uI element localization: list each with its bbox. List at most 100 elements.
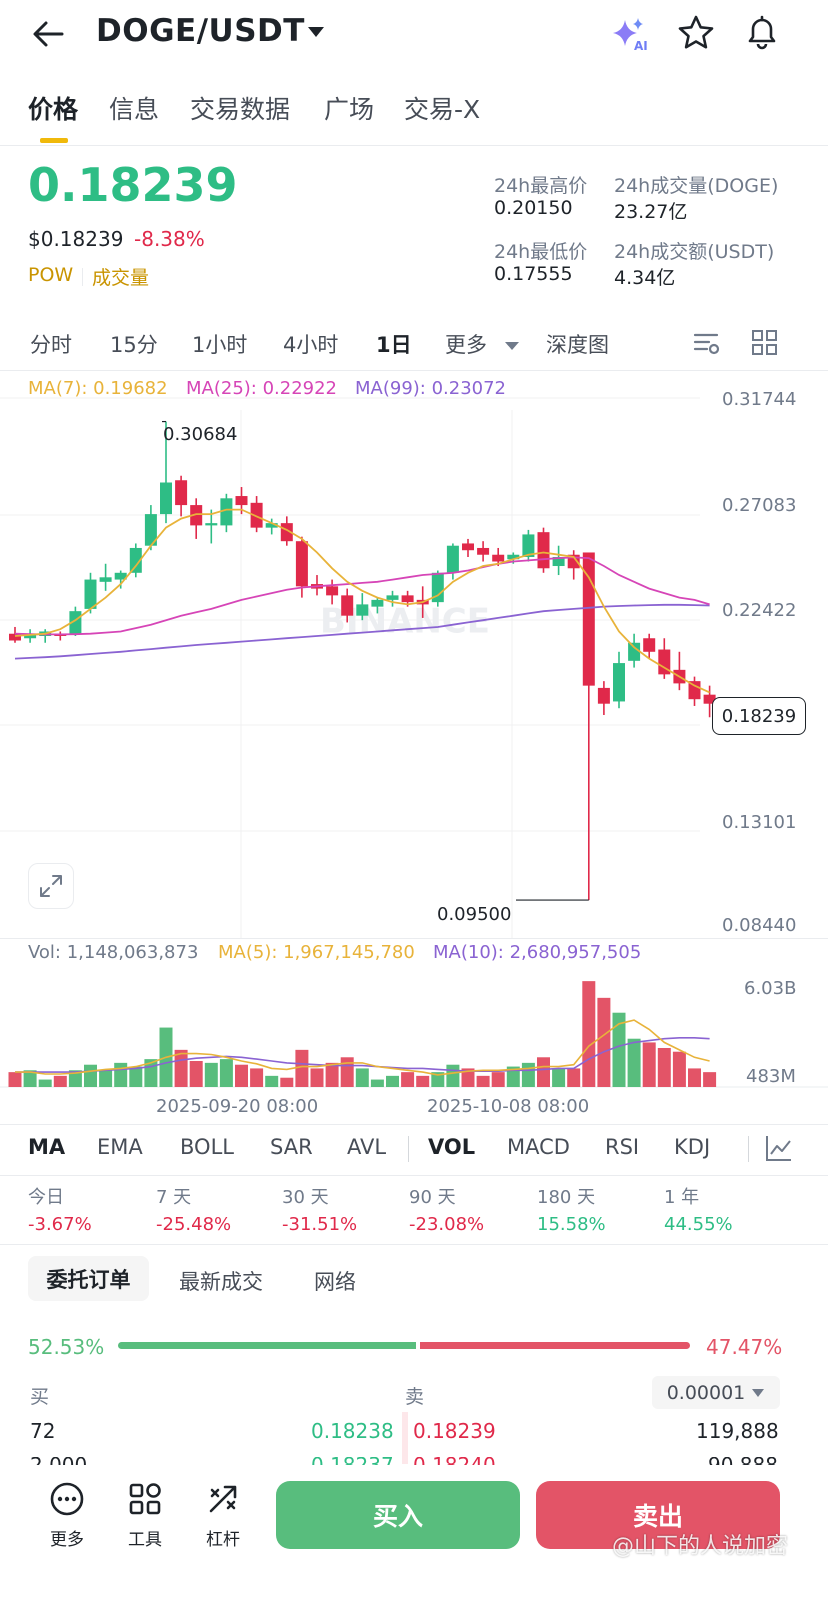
low-value: 0.17555 <box>494 263 573 285</box>
tag-volume[interactable]: 成交量 <box>92 267 150 289</box>
indicator-rsi[interactable]: RSI <box>605 1135 640 1159</box>
perf-value-1y: 44.55% <box>664 1214 733 1235</box>
back-icon[interactable] <box>28 14 68 54</box>
leverage-button[interactable]: 杠杆 <box>192 1481 254 1551</box>
volume-bar <box>416 1075 430 1087</box>
price-chart[interactable]: BINANCE <box>0 370 828 938</box>
low-marker-label: 0.09500 <box>437 904 512 925</box>
volume-bar <box>612 1012 626 1087</box>
interval-depth[interactable]: 深度图 <box>546 333 609 357</box>
interval-divider <box>0 370 828 371</box>
volume-bar <box>370 1079 384 1087</box>
indicator-separator <box>408 1136 409 1162</box>
candle-body <box>265 523 278 528</box>
buy-price[interactable]: 0.18238 <box>311 1419 394 1443</box>
sell-button[interactable]: 卖出 <box>536 1481 780 1549</box>
perf-label-1y: 1 年 <box>664 1187 700 1208</box>
tools-icon <box>129 1483 161 1515</box>
perf-label-90d: 90 天 <box>409 1187 456 1208</box>
pair-title[interactable]: DOGE/USDT <box>96 13 305 49</box>
interval-more[interactable]: 更多 <box>445 333 487 357</box>
candle-body <box>401 595 414 603</box>
perf-value-7d: -25.48% <box>156 1214 232 1235</box>
indicator-ma[interactable]: MA <box>28 1135 66 1159</box>
last-price: 0.18239 <box>28 158 238 212</box>
precision-select[interactable]: 0.00001 <box>652 1376 780 1409</box>
interval-1h[interactable]: 1小时 <box>192 333 248 357</box>
more-caret-icon[interactable] <box>504 337 520 356</box>
candle-body <box>160 482 172 515</box>
indicator-boll[interactable]: BOLL <box>180 1135 234 1159</box>
interval-1d[interactable]: 1日 <box>376 333 412 357</box>
sell-price[interactable]: 0.18239 <box>413 1419 496 1443</box>
amount-label: 24h成交额(USDT) <box>614 241 775 263</box>
tab-trade-x[interactable]: 交易-X <box>404 95 481 124</box>
perf-label-180d: 180 天 <box>537 1187 596 1208</box>
buy-ratio-bar <box>118 1342 416 1349</box>
indicator-macd[interactable]: MACD <box>507 1135 570 1159</box>
volume-bar <box>552 1068 566 1087</box>
candle-body <box>688 681 701 700</box>
indicator-kdj[interactable]: KDJ <box>674 1135 711 1159</box>
bell-icon[interactable] <box>742 12 782 52</box>
candle-body <box>431 572 444 603</box>
volume-bar <box>431 1072 445 1087</box>
candle-body <box>356 604 369 616</box>
price-change: -8.38% <box>134 227 205 251</box>
perf-value-90d: -23.08% <box>409 1214 485 1235</box>
tab-price[interactable]: 价格 <box>28 95 79 124</box>
ma25-line <box>14 556 710 636</box>
indicator-avl[interactable]: AVL <box>347 1135 387 1159</box>
volume-value: 23.27亿 <box>614 201 688 223</box>
tab-square[interactable]: 广场 <box>324 95 375 124</box>
tag-pow[interactable]: POW <box>28 264 74 286</box>
precision-caret-icon <box>752 1388 765 1397</box>
indicator-vol[interactable]: VOL <box>428 1135 476 1159</box>
more-icon <box>50 1482 84 1516</box>
candle-body <box>537 532 550 569</box>
sell-qty-2: 90,888 <box>708 1457 778 1465</box>
current-price-tag: 0.18239 <box>712 697 806 735</box>
tab-latest-trades[interactable]: 最新成交 <box>179 1270 263 1294</box>
tab-network[interactable]: 网络 <box>314 1270 356 1294</box>
tab-order-book-label: 委托订单 <box>46 1267 131 1292</box>
buy-depth-shade <box>402 1412 408 1464</box>
date-label-2: 2025-10-08 08:00 <box>427 1096 590 1117</box>
indicator-ema[interactable]: EMA <box>97 1135 143 1159</box>
volume-chart[interactable] <box>0 965 828 1090</box>
interval-15m[interactable]: 15分 <box>110 333 158 357</box>
candle-body <box>552 556 565 567</box>
volume-bar <box>703 1072 717 1087</box>
indicator-settings-icon[interactable] <box>764 1133 794 1163</box>
caret-down-icon[interactable] <box>306 24 326 43</box>
buy-qty: 72 <box>30 1419 56 1443</box>
ai-sparkle-icon[interactable]: AI <box>610 14 650 54</box>
indicator-sar[interactable]: SAR <box>270 1135 313 1159</box>
price-axis-3: 0.22422 <box>722 600 797 621</box>
orderbook-row2-clip: 2,000 0.18237 0.18240 90,888 <box>0 1457 828 1465</box>
leverage-label: 杠杆 <box>206 1530 240 1550</box>
section-separator <box>0 1244 828 1245</box>
star-icon[interactable] <box>676 13 716 53</box>
layout-grid-icon[interactable] <box>750 328 780 358</box>
volume-bar <box>84 1064 97 1087</box>
buy-button[interactable]: 买入 <box>276 1481 520 1549</box>
volume-ma10-line <box>15 1037 710 1073</box>
more-button[interactable]: 更多 <box>36 1481 98 1551</box>
candle-body <box>462 543 474 551</box>
volume-bar <box>672 1051 686 1087</box>
interval-timeshare[interactable]: 分时 <box>30 333 72 357</box>
expand-button[interactable] <box>28 863 74 909</box>
svg-text:AI: AI <box>634 39 648 53</box>
interval-4h[interactable]: 4小时 <box>283 333 339 357</box>
price-axis-2: 0.27083 <box>722 495 797 516</box>
chart-settings-icon[interactable] <box>692 328 722 358</box>
tab-order-book[interactable]: 委托订单 <box>28 1256 149 1301</box>
tools-button[interactable]: 工具 <box>114 1481 176 1551</box>
candle-body <box>371 599 384 607</box>
high-marker-label: 0.30684 <box>163 424 238 445</box>
current-price-tag-text: 0.18239 <box>721 705 797 727</box>
tab-info[interactable]: 信息 <box>109 95 160 124</box>
indicator-divider-bottom <box>0 1175 828 1176</box>
tab-trading-data[interactable]: 交易数据 <box>190 95 291 124</box>
